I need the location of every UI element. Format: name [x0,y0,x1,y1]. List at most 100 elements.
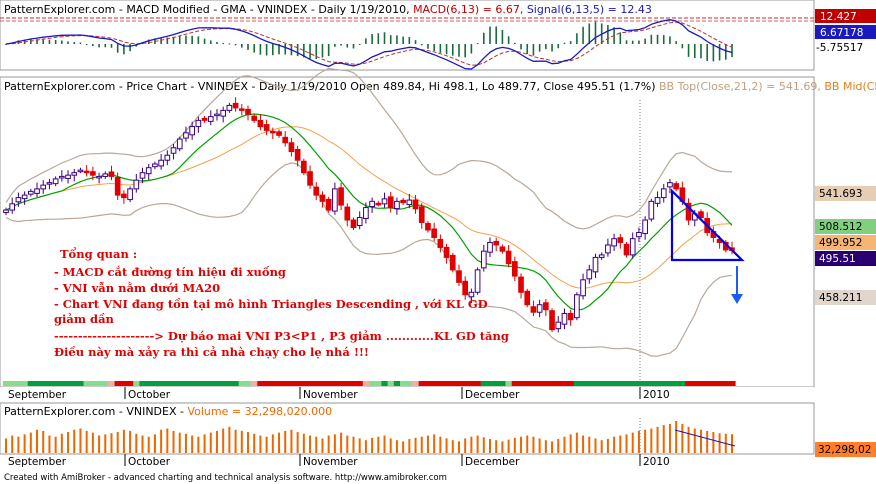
candle [9,197,16,214]
volume-bar [253,433,256,453]
month-label: September [8,389,67,401]
candle [598,252,605,260]
trend-cell [716,381,724,386]
candle [195,116,202,133]
trend-cell [306,381,314,386]
candle [555,315,562,333]
trend-cell [238,381,246,386]
volume-bar [284,430,287,453]
candle [580,273,586,300]
candle-body [263,124,270,131]
candle-body [698,211,704,219]
macd-hist-bar [687,44,690,57]
candle [431,222,437,242]
trend-cell [176,381,184,386]
volume-bar [23,434,26,453]
candle [561,308,568,330]
candle-body [338,187,344,206]
volume-bar [153,434,156,453]
volume-bar [296,432,299,453]
candle-body [108,171,115,177]
candle-body [543,302,549,311]
macd-hist-bar [67,41,69,44]
candle-body [288,142,295,153]
trend-cell [89,381,97,386]
volume-bar [203,434,206,453]
candle [288,137,295,157]
trend-cell [431,381,438,386]
macd-hist-bar [669,36,671,44]
candle-body [40,184,47,190]
candle-body [214,113,220,117]
volume-bar [166,428,169,453]
volume-bar [178,432,181,453]
candle [220,106,227,123]
trend-cell [654,381,662,386]
macd-hist-bar [402,36,404,44]
candle-body [363,207,369,220]
macd-hist-bar [185,35,187,44]
price-title-part: BB Top(Close,21,2) = 541.69, [659,80,824,93]
macd-hist-bar [433,44,435,51]
macd-hist-bar [731,44,733,58]
annotation-line: Điều này mà xảy ra thì cả nhà chạy cho l… [54,345,369,359]
trend-cell [151,381,159,386]
trend-cell [592,381,600,386]
trend-cell [722,381,730,386]
trend-cell [710,381,717,386]
trend-cell [213,381,221,386]
macd-hist-bar [724,44,727,60]
candle [425,221,431,233]
macd-hist-bar [489,26,491,44]
volume-bar [501,441,504,453]
candle [673,181,679,192]
macd-hist-bar [30,39,32,44]
month-label: December [465,389,520,401]
volume-bar [389,438,392,453]
candle-body [332,188,338,212]
volume-bar [247,432,249,453]
price-x-axis: September October November December 2010 [0,387,814,401]
candle-body [574,294,580,319]
macd-panel: PatternExplorer.com - MACD Modified - GM… [0,0,815,71]
trend-cell [269,381,277,386]
bb-low-band [5,162,733,357]
trend-cell [499,381,507,386]
price-panel: PatternExplorer.com - Price Chart - VNIN… [0,67,876,388]
month-label: September [8,456,67,468]
macd-hist-bar [234,44,237,46]
candle-body [27,190,34,195]
macd-hist-bar [619,32,622,44]
macd-hist-bar [272,44,274,56]
volume-bar [681,423,684,453]
trend-cell [33,381,41,386]
trend-cell [375,381,382,386]
volume-bar [476,435,479,453]
candle-body [121,193,127,199]
trend-cell [83,381,91,386]
candle [108,165,115,181]
candle [611,233,617,251]
volume-bar [675,421,678,453]
volume-bar [160,429,163,453]
trend-cell [449,381,457,386]
volume-bar [240,430,243,453]
candle [574,292,580,321]
candle [623,241,630,258]
trend-cell [300,381,308,386]
volume-bar [650,428,653,453]
volume-bar [600,440,603,453]
volume-bar [457,441,460,453]
candle-body [220,109,227,117]
trend-cell [220,381,227,386]
candle-body [201,117,208,121]
trend-cell [493,381,500,386]
macd-hist-bar [551,44,553,52]
candle [567,309,574,326]
candle [400,197,406,206]
macd-hist-bar [445,44,448,55]
volume-bar [29,432,32,453]
candle [617,233,624,249]
trend-cell [71,381,78,386]
